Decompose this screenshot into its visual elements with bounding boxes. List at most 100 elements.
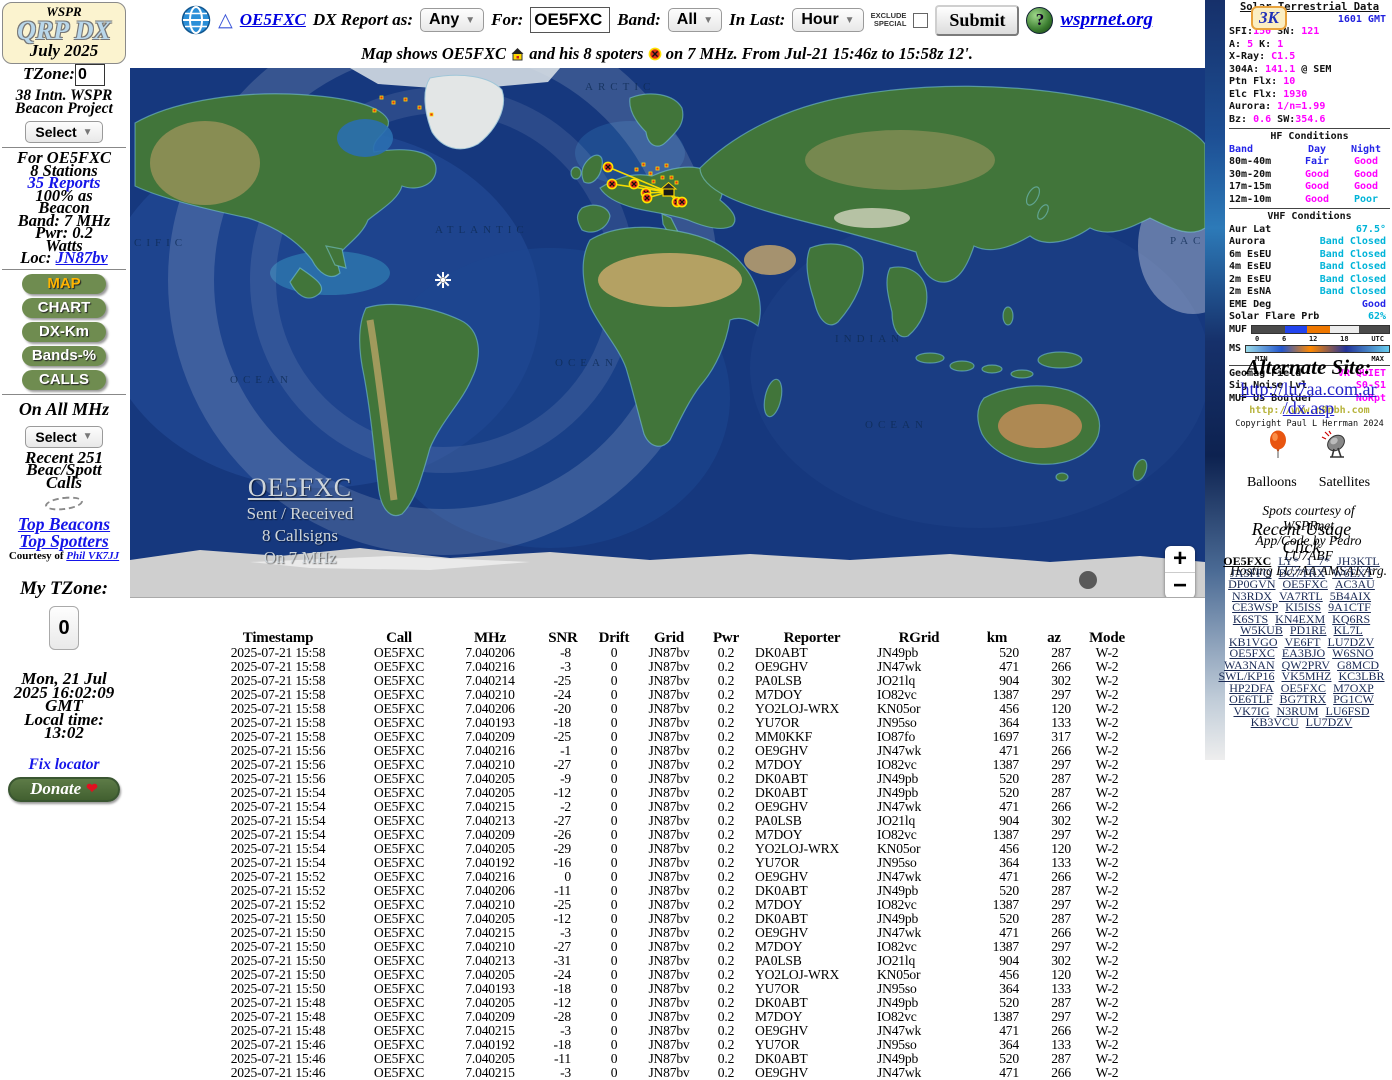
satellites-label[interactable]: Satellites: [1318, 475, 1371, 490]
recent-usage-link[interactable]: 1_7*: [1306, 554, 1331, 568]
exclude-special-checkbox[interactable]: [913, 12, 929, 28]
recent-usage-link[interactable]: QW2PRV: [1281, 657, 1331, 672]
fix-locator-link[interactable]: Fix locator: [28, 755, 100, 773]
wspr-qrp-dx-logo[interactable]: WSPR QRP DX July 2025: [2, 2, 126, 64]
recent-usage-link[interactable]: KQ6RS: [1332, 611, 1371, 626]
recent-usage-link[interactable]: OE6TLF: [1229, 692, 1273, 706]
recent-usage-link[interactable]: LU7DZV: [1327, 634, 1375, 649]
muf-bar: [1251, 325, 1390, 335]
recent-usage-link[interactable]: JH3KTL: [1337, 554, 1380, 568]
nav-chart-button[interactable]: CHART: [22, 297, 106, 318]
recent-usage-link[interactable]: HP2DFA: [1229, 680, 1274, 695]
recent-usage-link[interactable]: K6STS: [1232, 611, 1269, 626]
recent-usage-link[interactable]: LY*: [1278, 554, 1300, 568]
table-row: 2025-07-21 15:58 OE5FXC 7.040206 -20 0 JN87bv…: [230, 701, 1119, 716]
ocean-label: INDIAN: [835, 333, 904, 345]
recent-usage-link[interactable]: G8MCD: [1337, 657, 1380, 672]
logo-month-text: July 2025: [29, 41, 99, 60]
vk7jj-link[interactable]: Phil VK7JJ: [66, 550, 120, 562]
beacon-project-select[interactable]: Select ▼: [25, 121, 103, 143]
divider: [1229, 208, 1390, 209]
balloons-label[interactable]: Balloons: [1246, 475, 1297, 490]
in-last-select[interactable]: Hour ▼: [792, 8, 864, 32]
table-row: 2025-07-21 15:48 OE5FXC 7.040205 -12 0 JN87bv…: [230, 995, 1119, 1010]
alternate-site-link[interactable]: http://lu7aa.com.ar/dx.asp: [1240, 379, 1377, 418]
recent-usage-link[interactable]: KC3LBR: [1338, 669, 1385, 683]
donate-button[interactable]: Donate ❤: [8, 776, 120, 802]
hit-counter-badge[interactable]: 3K: [1251, 6, 1287, 30]
table-row: 2025-07-21 15:56 OE5FXC 7.040205 -9 0 JN87bv 0…: [230, 771, 1119, 786]
my-tzone-value[interactable]: 0: [49, 606, 79, 650]
band-select[interactable]: All ▼: [667, 8, 723, 32]
recent-usage-link[interactable]: EA3BJO: [1281, 646, 1326, 660]
loading-spinner-icon: [44, 494, 84, 513]
wsprnet-link[interactable]: wsprnet.org: [1060, 9, 1153, 30]
recent-usage-link[interactable]: 5B4AIX: [1329, 588, 1372, 603]
recent-usage-link[interactable]: KB3VCU: [1250, 715, 1299, 729]
recent-usage-link[interactable]: W6EXT: [1332, 565, 1373, 580]
recent-usage-link[interactable]: PD1RE: [1289, 623, 1327, 637]
ocean-label: OCEAN: [865, 419, 928, 431]
world-map[interactable]: ARCTIC ATLANTIC OCEAN OCEAN INDIAN OCEAN…: [130, 68, 1205, 598]
report-type-select[interactable]: Any ▼: [420, 8, 485, 32]
balloons-item[interactable]: [1267, 430, 1289, 465]
recent-usage-link[interactable]: KI5ISS: [1285, 600, 1322, 614]
satellites-item[interactable]: [1321, 430, 1351, 465]
top-spotters-link[interactable]: Top Spotters: [19, 530, 109, 551]
table-row: 2025-07-21 15:50 OE5FXC 7.040205 -24 0 JN87bv…: [230, 967, 1119, 982]
all-mhz-select[interactable]: Select ▼: [25, 425, 103, 448]
nav-bands-button[interactable]: Bands-%: [22, 345, 106, 366]
left-sidebar: TZone: 38 Intn. WSPR Beacon Project Sele…: [0, 64, 128, 805]
recent-usage-link[interactable]: N3RDX: [1231, 588, 1272, 603]
recent-usage-link[interactable]: W6SNO: [1332, 646, 1374, 660]
recent-usage-link[interactable]: W5KUB: [1240, 623, 1283, 637]
top-beacons-link[interactable]: Top Beacons: [17, 514, 111, 534]
recent-usage-link[interactable]: KL7L: [1333, 623, 1363, 637]
recent-usage-link[interactable]: KN4EXM: [1275, 611, 1326, 626]
report-as-label: DX Report as:: [312, 10, 414, 29]
submit-button[interactable]: Submit: [935, 4, 1020, 36]
satellite-dish-icon: [1321, 430, 1345, 458]
zoom-in-button[interactable]: +: [1172, 545, 1187, 572]
table-row: 2025-07-21 15:58 OE5FXC 7.040214 -25 0 JN87bv…: [230, 673, 1119, 688]
locator-link[interactable]: JN87bv: [55, 248, 108, 267]
recent-usage-link[interactable]: PG1CW: [1333, 692, 1374, 706]
divider: [2, 393, 126, 395]
recent-usage-link[interactable]: OE5FXC: [1229, 646, 1275, 660]
recent-usage-link[interactable]: DP0GVN: [1228, 577, 1276, 591]
recent-usage-link[interactable]: LU7DZV: [1305, 715, 1353, 729]
recent-usage-link[interactable]: OE5FXC: [1280, 680, 1327, 695]
solar-terrestrial-panel[interactable]: Solar-Terrestrial Data 1601 GMT SFI:150 …: [1227, 0, 1392, 431]
recent-usage-link[interactable]: OE5FXC: [1282, 577, 1328, 591]
tzone-input[interactable]: [74, 64, 105, 86]
header-callsign-link[interactable]: OE5FXC: [239, 10, 306, 29]
credits-block: Spots courtesy of WSPRnet App/Code by Pe…: [1229, 503, 1388, 578]
vhf-conditions-rows: Aur Lat 67.5° Aurora Band Closed 6m EsEU Band…: [1229, 223, 1386, 323]
recent-usage-link[interactable]: SWL/KP16: [1218, 669, 1275, 683]
nav-map-button[interactable]: MAP: [22, 273, 106, 294]
recent-usage-link[interactable]: JA5FFO: [1230, 565, 1272, 580]
recent-usage-link[interactable]: VE6FT: [1284, 634, 1321, 649]
recent-usage-link[interactable]: LU6FSD: [1325, 703, 1370, 718]
n0nbh-url[interactable]: http://www.n0nbh.com: [1249, 405, 1370, 416]
recent-usage-link[interactable]: 9A1CTF: [1328, 600, 1371, 614]
recent-usage-link[interactable]: BG7TRX: [1278, 565, 1326, 580]
nav-dxkm-button[interactable]: DX-Km: [22, 321, 106, 342]
recent-usage-link[interactable]: AC3AU: [1334, 577, 1375, 591]
nav-calls-button[interactable]: CALLS: [22, 369, 106, 390]
recent-usage-link[interactable]: VK7IG: [1233, 703, 1270, 718]
recent-usage-link[interactable]: N3RUM: [1276, 703, 1319, 718]
table-row: 2025-07-21 15:50 OE5FXC 7.040205 -12 0 JN87bv…: [230, 911, 1119, 926]
help-icon[interactable]: ?: [1026, 6, 1054, 34]
recent-usage-link[interactable]: VA7RTL: [1278, 588, 1323, 603]
recent-usage-link[interactable]: WA3NAN: [1223, 657, 1275, 672]
recent-usage-link[interactable]: BG7TRX: [1279, 692, 1327, 706]
recent-usage-link[interactable]: M7OXP: [1333, 680, 1374, 695]
recent-usage-link[interactable]: CE3WSP: [1232, 600, 1279, 614]
recent-usage-link[interactable]: VK5MHZ: [1281, 669, 1332, 683]
recent-usage-link[interactable]: OE5FXC: [1223, 554, 1272, 568]
recent-usage-link[interactable]: KB1VGO: [1228, 634, 1278, 649]
zoom-out-button[interactable]: −: [1172, 572, 1187, 598]
callsign-input[interactable]: [530, 7, 611, 33]
